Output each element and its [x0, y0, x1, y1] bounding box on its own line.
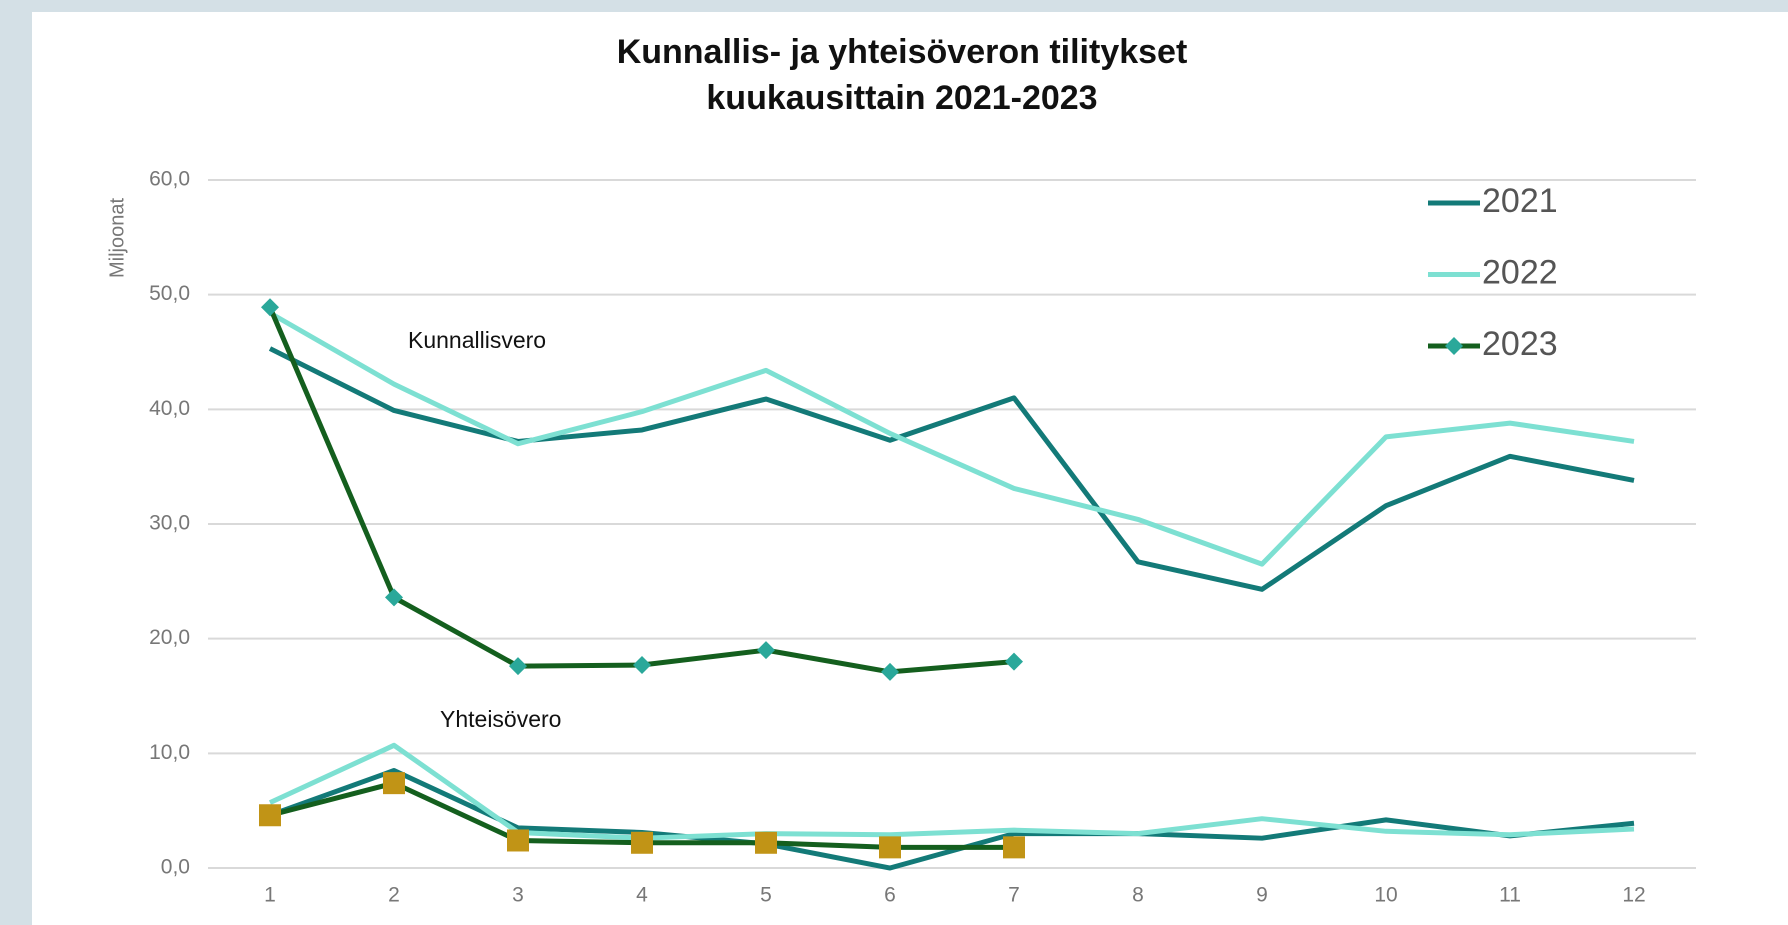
marker [755, 831, 777, 854]
marker [879, 836, 901, 859]
x-tick-label: 11 [1499, 884, 1521, 907]
annotation: Kunnallisvero [408, 327, 546, 353]
marker [509, 657, 527, 676]
y-axis-label: Miljoonat [106, 198, 128, 278]
series-line [268, 742, 1635, 841]
x-tick-label: 1 [264, 884, 276, 907]
chart-title: Kunnallis- ja yhteisöveron tilitykset [617, 33, 1188, 71]
marker [385, 588, 403, 607]
y-tick-label: 20,0 [149, 626, 190, 649]
chart-panel [32, 12, 1788, 925]
x-tick-label: 8 [1132, 884, 1144, 907]
y-tick-label: 60,0 [149, 168, 190, 191]
marker [631, 831, 653, 854]
marker [259, 804, 281, 827]
marker [383, 772, 405, 795]
x-tick-label: 10 [1374, 884, 1397, 907]
x-tick-label: 7 [1008, 884, 1020, 907]
y-tick-label: 40,0 [149, 397, 190, 420]
series-line [268, 310, 1635, 567]
legend-label: 2022 [1482, 253, 1558, 291]
y-tick-label: 30,0 [149, 512, 190, 535]
y-tick-label: 50,0 [149, 282, 190, 305]
annotation: Yhteisövero [440, 706, 561, 732]
x-tick-label: 2 [388, 884, 400, 907]
marker [633, 656, 651, 675]
marker [881, 662, 899, 681]
y-tick-label: 10,0 [149, 741, 190, 764]
x-tick-label: 4 [636, 884, 648, 907]
marker [261, 298, 279, 317]
x-tick-label: 9 [1256, 884, 1268, 907]
marker [1005, 652, 1023, 671]
x-tick-label: 12 [1622, 884, 1645, 907]
legend-label: 2021 [1482, 182, 1558, 220]
marker [1445, 337, 1463, 355]
chart-title: kuukausittain 2021-2023 [706, 79, 1097, 117]
legend-label: 2023 [1482, 325, 1558, 363]
x-tick-label: 3 [512, 884, 524, 907]
x-tick-label: 5 [760, 884, 772, 907]
marker [757, 641, 775, 660]
marker [1003, 836, 1025, 859]
x-tick-label: 6 [884, 884, 896, 907]
y-tick-label: 0,0 [161, 856, 190, 879]
marker [507, 829, 529, 852]
